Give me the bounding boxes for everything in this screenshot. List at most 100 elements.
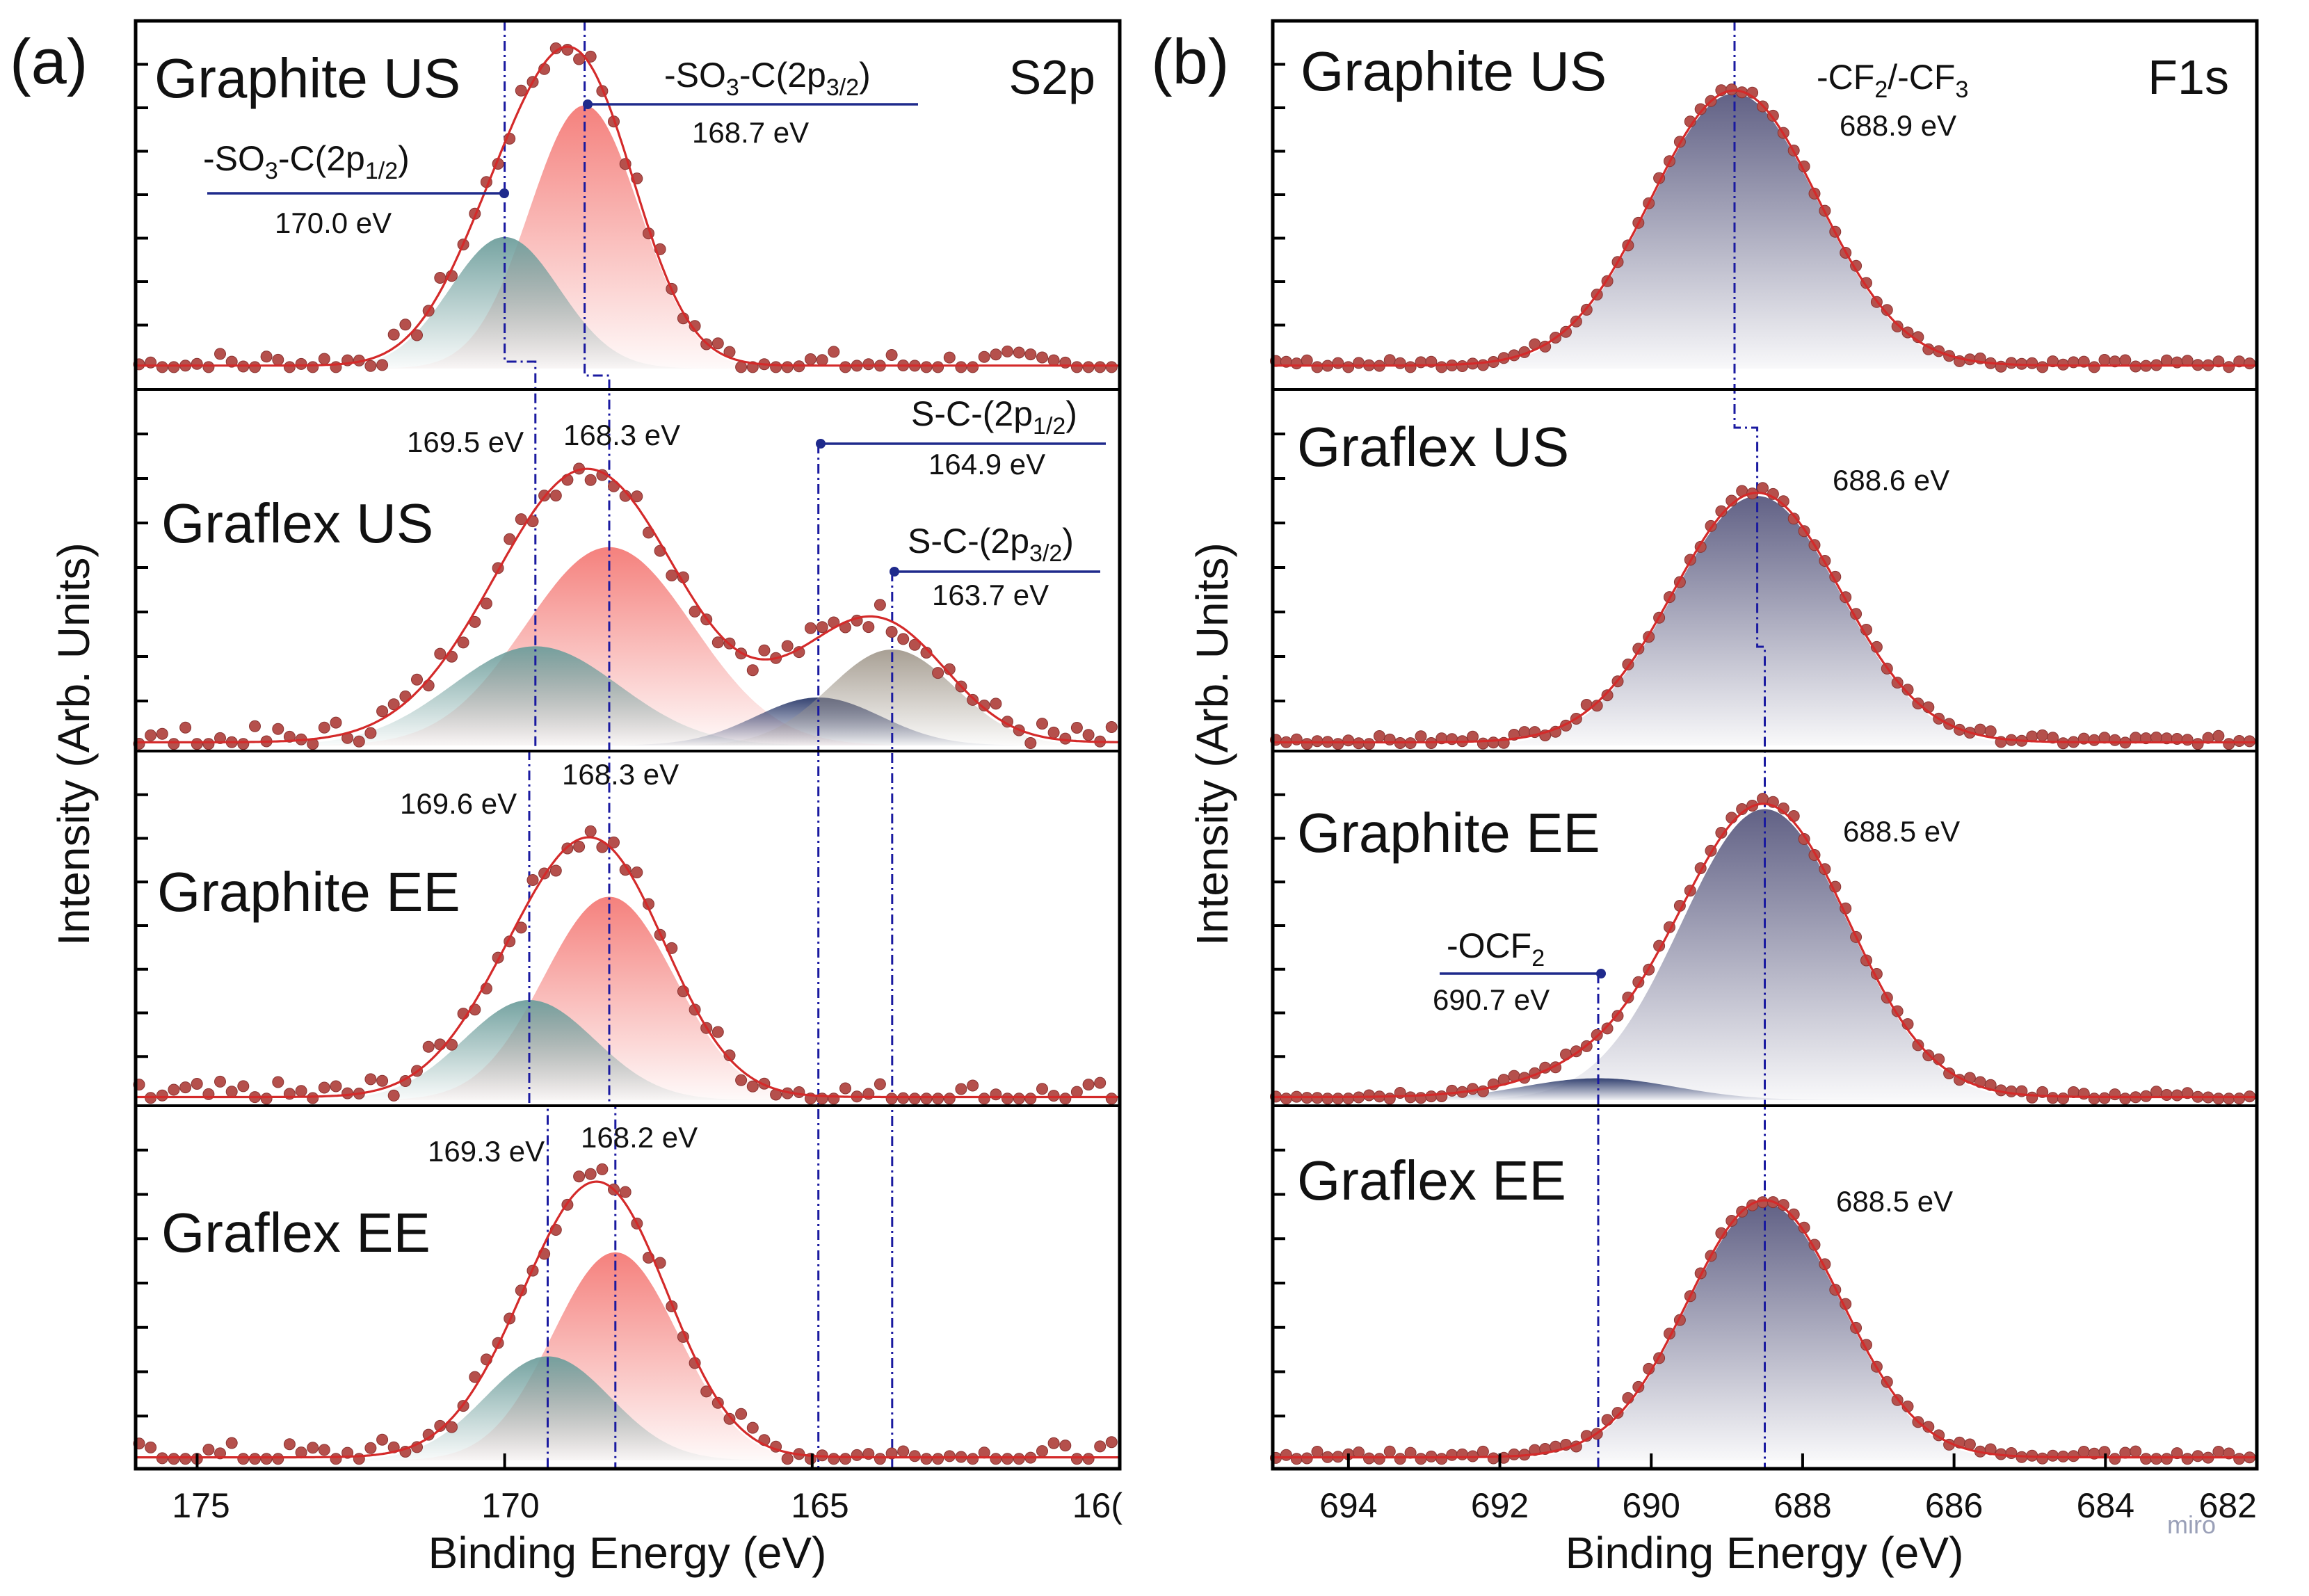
data-point [805, 353, 816, 365]
data-point [1059, 1093, 1072, 1105]
data-point [631, 490, 643, 503]
data-point [1435, 1453, 1448, 1465]
peak-label: 688.9 eV [1840, 109, 1956, 142]
data-point [943, 1093, 956, 1105]
data-point [1415, 730, 1427, 743]
data-point [990, 1453, 1002, 1465]
data-point [2036, 729, 2049, 741]
data-point [1363, 738, 1375, 750]
data-point [920, 361, 933, 373]
component-peak [567, 650, 1120, 745]
panel-b-envelopes [1273, 89, 2257, 1459]
data-point [168, 1453, 180, 1465]
sample-label: Graflex US [1297, 416, 1569, 478]
data-point [376, 705, 389, 718]
data-point [168, 1083, 180, 1096]
peak-guide-line [1733, 21, 1766, 1469]
data-point [2223, 1093, 2235, 1105]
data-point [1373, 730, 1385, 742]
data-point [434, 272, 446, 284]
data-point [145, 1441, 157, 1453]
data-point [908, 638, 921, 651]
data-point [990, 698, 1002, 710]
panel-b-frame [1271, 19, 2259, 1471]
data-point [1984, 725, 1997, 738]
data-point [1332, 357, 1344, 369]
data-point [828, 346, 840, 358]
data-point [584, 825, 597, 837]
data-point [711, 636, 724, 649]
assignment-label: -OCF2 [1447, 926, 1545, 972]
data-point [353, 735, 365, 748]
peak-label: 168.2 eV [581, 1121, 698, 1154]
assignment-label: -SO3-C(2p1/2) [203, 139, 410, 184]
data-point [411, 673, 423, 686]
component-peak [1331, 809, 2198, 1100]
peak-label: 169.6 eV [400, 787, 517, 820]
data-point [283, 361, 296, 373]
data-point [1342, 361, 1355, 373]
data-point [2150, 1453, 2162, 1465]
data-point [2160, 1453, 2173, 1465]
data-point [237, 738, 250, 750]
data-point [1757, 793, 1769, 805]
peak-label: 688.5 eV [1836, 1185, 1953, 1218]
data-point [1383, 354, 1396, 366]
data-point [364, 1442, 377, 1454]
data-point [2171, 1447, 2183, 1460]
data-point [283, 730, 296, 743]
panel-b-guide-lines [1597, 21, 1766, 1469]
data-point [746, 664, 759, 677]
peak-label: 163.7 eV [932, 579, 1049, 611]
data-point [711, 337, 724, 350]
data-point [434, 1419, 446, 1432]
data-point [758, 644, 771, 656]
data-point [816, 621, 828, 634]
data-point [1301, 738, 1313, 750]
data-point [2191, 1450, 2204, 1462]
panel-b-ticks [1273, 63, 2258, 1469]
x-tick-label: 694 [1319, 1486, 1377, 1525]
panel-a-frame [134, 19, 1122, 1471]
data-point [2047, 1449, 2059, 1462]
data-point [1070, 361, 1083, 373]
data-point [1105, 1436, 1118, 1449]
data-point [214, 1447, 226, 1460]
fit-envelope [1273, 491, 2257, 743]
data-point [1881, 304, 1893, 316]
data-point [1601, 1022, 1614, 1035]
data-point [341, 1087, 354, 1099]
data-point [1047, 1437, 1060, 1449]
callout-sc-p12 [816, 439, 1106, 449]
data-point [1415, 1453, 1427, 1465]
data-point [932, 667, 944, 679]
data-point [457, 636, 469, 649]
data-point [272, 1076, 284, 1088]
data-point [549, 864, 562, 877]
data-point [318, 721, 330, 734]
data-point [214, 348, 226, 360]
data-point [214, 1075, 226, 1088]
data-point [1446, 1449, 1458, 1461]
data-point [1036, 718, 1048, 730]
data-point [978, 350, 990, 363]
data-point [2057, 737, 2069, 750]
data-point [711, 1026, 724, 1038]
x-axis-title: Binding Energy (eV) [428, 1528, 827, 1578]
data-point [1787, 810, 1800, 822]
data-point [2036, 361, 2049, 373]
data-point [2171, 1089, 2183, 1102]
callout-sc-p32 [890, 567, 1100, 577]
peak-label: 164.9 eV [928, 448, 1045, 481]
data-point [307, 1092, 319, 1104]
data-point [1290, 357, 1303, 370]
x-tick-label: 165 [791, 1486, 848, 1525]
data-point [735, 361, 748, 373]
data-point [1787, 1208, 1800, 1220]
data-point [573, 841, 586, 853]
data-point [272, 723, 284, 735]
data-point [619, 1186, 631, 1198]
data-point [955, 361, 967, 373]
data-point [1694, 103, 1707, 115]
data-point [1094, 361, 1107, 373]
